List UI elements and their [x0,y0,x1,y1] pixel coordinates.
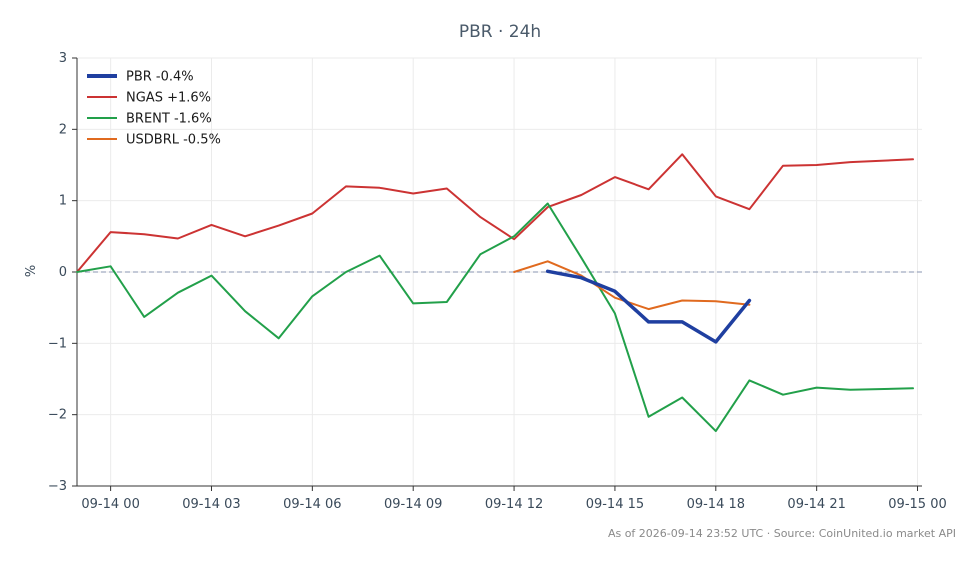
y-axis-label: % [24,265,39,277]
x-tick-label: 09-14 15 [586,497,644,512]
footer-source: As of 2026-09-14 23:52 UTC · Source: Coi… [608,527,956,540]
x-tick-label: 09-15 00 [888,497,946,512]
series-line-ngas [76,153,914,273]
y-tick-label: 2 [59,122,67,137]
legend: PBR -0.4% NGAS +1.6% BRENT -1.6% USDBRL -0.… [87,70,221,148]
y-tick-label: −1 [48,336,67,351]
y-tick-label: 3 [59,51,67,66]
x-tick-label: 09-14 21 [787,497,845,512]
legend-label: PBR -0.4% [126,70,194,85]
series-lines [76,153,914,433]
series-line-brent [76,202,914,433]
y-tick-label: 1 [59,194,67,209]
y-tick-label: −2 [48,408,67,423]
x-tick-label: 09-14 09 [384,497,442,512]
x-tick-label: 09-14 12 [485,497,543,512]
axes: 3 2 1 0 −1 −2 −3 09-14 00 09-14 03 09-14 06 09-14 … [48,51,947,512]
x-tick-label: 09-14 18 [687,497,745,512]
legend-label: BRENT -1.6% [126,112,212,127]
series-line-usdbrl [513,260,751,311]
series-line-pbr [545,269,752,344]
y-tick-label: 0 [59,265,67,280]
grid [77,57,922,486]
x-tick-label: 09-14 00 [81,497,139,512]
y-tick-label: −3 [48,479,67,494]
legend-label: USDBRL -0.5% [126,133,221,148]
x-tick-label: 09-14 06 [283,497,341,512]
legend-label: NGAS +1.6% [126,91,211,106]
x-tick-label: 09-14 03 [182,497,240,512]
chart-title: PBR · 24h [459,22,541,42]
